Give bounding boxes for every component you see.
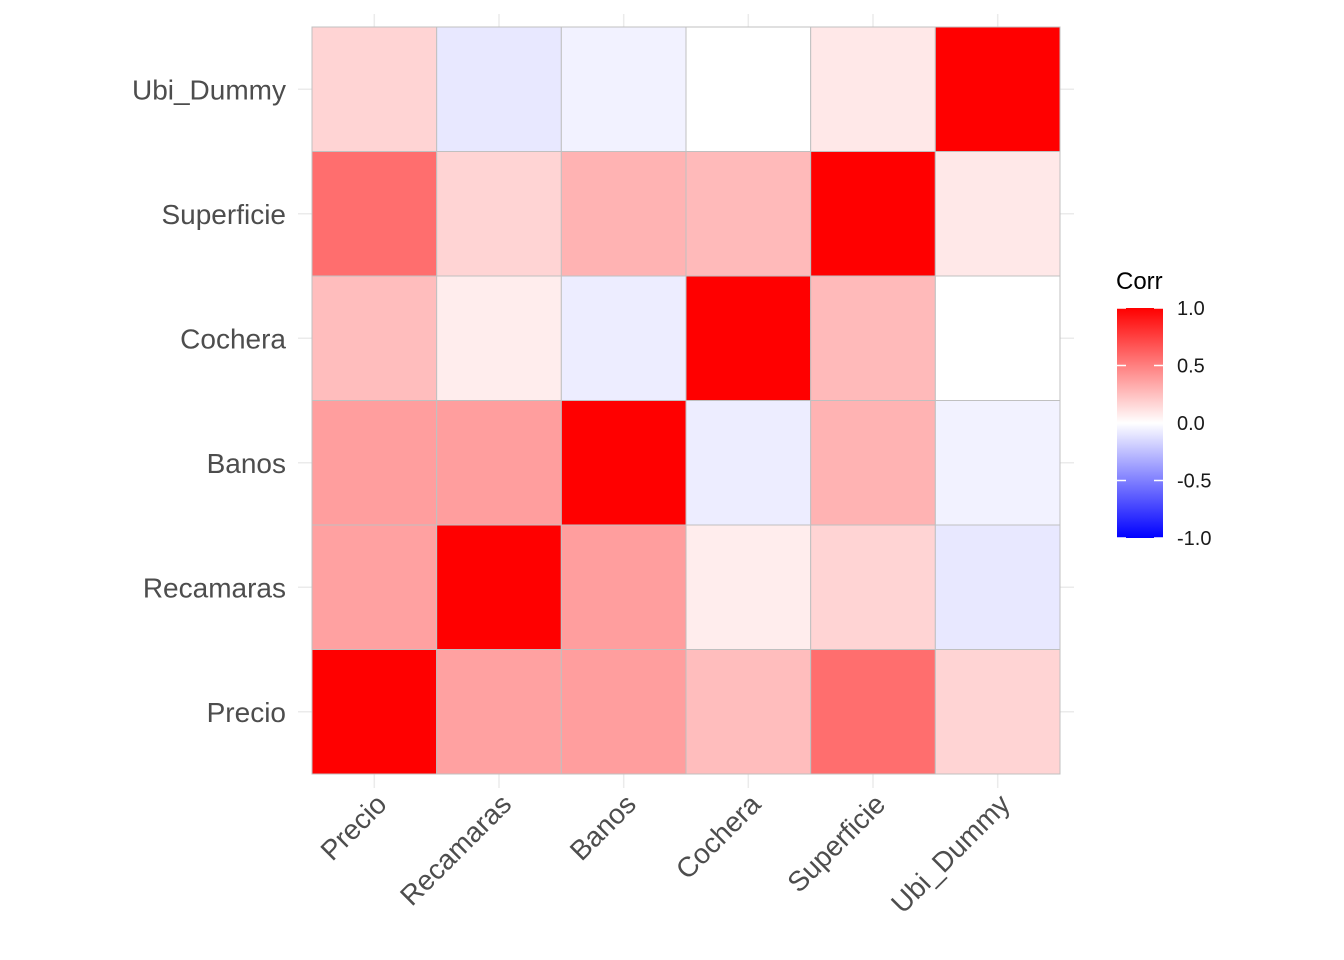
y-tick-label-recamaras: Recamaras	[143, 572, 286, 603]
heatmap-cell-cochera-cochera	[685, 275, 812, 401]
heatmap-cell-banos-recamaras	[560, 524, 687, 650]
heatmap-cell-superficie-recamaras	[810, 524, 936, 650]
heatmap-cell-cochera-banos	[685, 400, 812, 526]
y-tick-label-banos: Banos	[207, 448, 286, 479]
heatmap-cell-banos-superficie	[560, 151, 687, 277]
heatmap-cell-precio-ubi_dummy	[311, 26, 438, 152]
legend-tick-label: 0.5	[1177, 356, 1205, 378]
heatmap-cell-precio-superficie	[311, 151, 438, 277]
heatmap-cell-superficie-precio	[810, 649, 936, 775]
y-tick-label-superficie: Superficie	[161, 199, 286, 230]
y-tick-label-precio: Precio	[207, 697, 286, 728]
legend-tick-label: -0.5	[1177, 471, 1211, 493]
heatmap-cell-superficie-banos	[810, 400, 936, 526]
legend-tick-label: -1.0	[1177, 528, 1211, 550]
heatmap-cells	[311, 26, 1061, 775]
heatmap-cell-banos-precio	[560, 649, 687, 775]
heatmap-cell-cochera-recamaras	[685, 524, 812, 650]
heatmap-cell-recamaras-ubi_dummy	[436, 26, 562, 152]
legend-tick-label: 1.0	[1177, 298, 1205, 320]
heatmap-cell-superficie-ubi_dummy	[810, 26, 936, 152]
heatmap-cell-superficie-cochera	[810, 275, 936, 401]
legend-ticks: 1.0 0.5 0.0 -0.5 -1.0	[1117, 298, 1211, 550]
heatmap-cell-recamaras-recamaras	[436, 524, 562, 650]
heatmap-cell-cochera-superficie	[685, 151, 812, 277]
legend-tick-label: 0.0	[1177, 413, 1205, 435]
x-tick-label-precio: Precio	[315, 788, 393, 866]
heatmap-cell-precio-cochera	[311, 275, 438, 401]
heatmap-cell-precio-precio	[311, 649, 438, 775]
legend-title: Corr	[1116, 268, 1163, 295]
heatmap-cell-precio-recamaras	[311, 524, 438, 650]
x-tick-label-recamaras: Recamaras	[394, 788, 517, 911]
heatmap-cell-ubi_dummy-ubi_dummy	[934, 26, 1061, 152]
heatmap-cell-superficie-superficie	[810, 151, 936, 277]
heatmap-cell-precio-banos	[311, 400, 438, 526]
heatmap-cell-recamaras-banos	[436, 400, 562, 526]
heatmap-cell-banos-banos	[560, 400, 687, 526]
y-tick-label-cochera: Cochera	[180, 323, 286, 354]
heatmap-cell-banos-ubi_dummy	[560, 26, 687, 152]
heatmap-cell-recamaras-superficie	[436, 151, 562, 277]
heatmap-cell-banos-cochera	[560, 275, 687, 401]
x-tick-label-cochera: Cochera	[670, 788, 767, 885]
y-axis-tick-labels: Precio Recamaras Banos Cochera Superficie Ubi…	[132, 74, 286, 728]
heatmap-cell-cochera-ubi_dummy	[685, 26, 812, 152]
x-tick-label-ubi_dummy: Ubi_Dummy	[885, 788, 1016, 919]
legend: Corr 1.0 0.5 0.0 -0.5 -1.0	[1116, 268, 1211, 550]
heatmap-cell-cochera-precio	[685, 649, 812, 775]
y-tick-label-ubi_dummy: Ubi_Dummy	[132, 74, 286, 105]
heatmap-cell-recamaras-precio	[436, 649, 562, 775]
x-tick-label-superficie: Superficie	[781, 788, 891, 898]
x-tick-label-banos: Banos	[564, 788, 642, 866]
heatmap-cell-ubi_dummy-precio	[934, 649, 1061, 775]
heatmap-cell-ubi_dummy-recamaras	[934, 524, 1061, 650]
heatmap-cell-ubi_dummy-cochera	[934, 275, 1061, 401]
heatmap-cell-ubi_dummy-banos	[934, 400, 1061, 526]
heatmap-cell-ubi_dummy-superficie	[934, 151, 1061, 277]
heatmap-cell-recamaras-cochera	[436, 275, 562, 401]
x-axis-tick-labels: Precio Recamaras Banos Cochera SuperficieUbi…	[315, 788, 1016, 919]
